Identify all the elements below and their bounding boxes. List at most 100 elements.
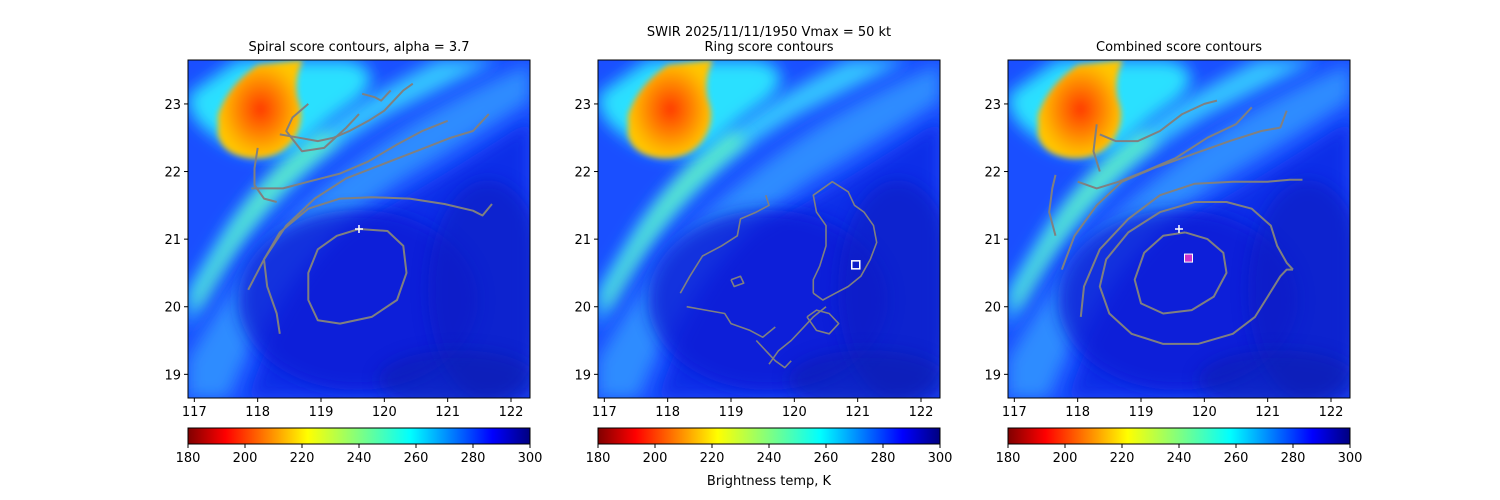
colorbar-label: Brightness temp, K [707, 474, 832, 489]
score-contour [1099, 99, 1218, 143]
score-contour [361, 89, 392, 102]
score-contour [285, 103, 360, 153]
x-tick-label: 119 [719, 405, 744, 420]
satellite-field [188, 60, 548, 410]
brightness-temp-image [188, 60, 548, 410]
colorbar-tick-label: 280 [1281, 451, 1306, 466]
colorbar-tick-label: 180 [586, 451, 611, 466]
score-contour [247, 113, 490, 291]
colorbar-tick-label: 280 [871, 451, 896, 466]
y-tick-label: 19 [574, 368, 591, 383]
score-contour [806, 309, 840, 335]
x-tick-label: 117 [592, 405, 617, 420]
colorbar-tick-label: 260 [1224, 451, 1249, 466]
colorbar-tick-label: 220 [700, 451, 725, 466]
first-guess-marker [355, 225, 363, 233]
y-tick-label: 21 [574, 233, 591, 248]
colorbar-tick-label: 220 [1110, 451, 1135, 466]
x-tick-label: 117 [1002, 405, 1027, 420]
satellite-field [598, 60, 958, 410]
x-tick-label: 119 [309, 405, 334, 420]
panel-2: Ring score contours 117 118 119 120 121 122 19 2… [574, 40, 958, 466]
y-tick-label: 22 [984, 166, 1001, 181]
colorbar-tick-label: 240 [757, 451, 782, 466]
score-contour [686, 305, 776, 338]
x-tick-label: 120 [782, 405, 807, 420]
colorbar-tick-label: 300 [928, 451, 953, 466]
y-tick-label: 19 [164, 368, 181, 383]
colorbar-tick-label: 180 [996, 451, 1021, 466]
colorbar-tick-label: 200 [233, 451, 258, 466]
panel-title: Combined score contours [1096, 40, 1262, 55]
x-tick-label: 122 [909, 405, 934, 420]
score-contour [251, 119, 449, 190]
colorbar-tick-label: 300 [1338, 451, 1363, 466]
x-tick-label: 117 [182, 405, 207, 420]
brightness-temp-image [598, 60, 958, 410]
x-tick-label: 121 [435, 405, 460, 420]
panel-1: Spiral score contours, alpha = 3.7 117 118… [164, 40, 548, 466]
colorbar [597, 427, 941, 445]
colorbar [1007, 427, 1351, 445]
panel-title: Spiral score contours, alpha = 3.7 [248, 40, 469, 55]
x-tick-label: 119 [1129, 405, 1154, 420]
score-contour [1092, 124, 1101, 172]
y-tick-label: 22 [574, 166, 591, 181]
colorbar-tick-label: 240 [347, 451, 372, 466]
colorbar [187, 427, 531, 445]
x-tick-label: 122 [1319, 405, 1344, 420]
score-contour [812, 180, 878, 301]
x-tick-label: 120 [372, 405, 397, 420]
axes-frame [597, 59, 941, 399]
y-tick-label: 23 [164, 98, 181, 113]
figure-suptitle: SWIR 2025/11/11/1950 Vmax = 50 kt [647, 25, 891, 40]
colorbar-tick-label: 240 [1167, 451, 1192, 466]
score-contour [1060, 110, 1288, 270]
y-tick-label: 21 [164, 233, 181, 248]
axes-frame [1007, 59, 1351, 399]
score-contour [768, 306, 827, 365]
combined-center-marker [1184, 253, 1193, 263]
y-tick-label: 23 [984, 98, 1001, 113]
y-tick-label: 21 [984, 233, 1001, 248]
colorbar-tick-label: 220 [290, 451, 315, 466]
x-tick-label: 118 [1065, 405, 1090, 420]
score-contour [1048, 174, 1057, 237]
score-contour [263, 196, 493, 334]
colorbar-tick-label: 260 [814, 451, 839, 466]
score-contour [1098, 201, 1294, 345]
score-contour [1133, 231, 1228, 315]
ring-center-marker [851, 260, 861, 270]
panel-3: Combined score contours 117 118 119 120 121 12… [984, 40, 1368, 466]
first-guess-marker [1175, 225, 1183, 233]
score-contour [1077, 106, 1253, 190]
y-tick-label: 20 [574, 301, 591, 316]
brightness-temp-image [1008, 60, 1368, 410]
x-tick-label: 122 [499, 405, 524, 420]
x-tick-label: 120 [1192, 405, 1217, 420]
x-tick-label: 121 [1255, 405, 1280, 420]
colorbar-tick-label: 280 [461, 451, 486, 466]
y-tick-label: 20 [164, 301, 181, 316]
y-tick-label: 19 [984, 368, 1001, 383]
score-contour [279, 82, 414, 143]
y-tick-label: 20 [984, 301, 1001, 316]
score-contour [307, 228, 408, 325]
x-tick-label: 118 [655, 405, 680, 420]
colorbar-tick-label: 260 [404, 451, 429, 466]
axes-frame [187, 59, 531, 399]
colorbar-tick-label: 300 [518, 451, 543, 466]
colorbar-tick-label: 180 [176, 451, 201, 466]
score-contour [679, 194, 770, 294]
y-tick-label: 23 [574, 98, 591, 113]
score-contour [755, 339, 792, 369]
x-tick-label: 118 [245, 405, 270, 420]
y-tick-label: 22 [164, 166, 181, 181]
panel-title: Ring score contours [704, 40, 833, 55]
x-tick-label: 121 [845, 405, 870, 420]
panels: Spiral score contours, alpha = 3.7 117 118… [164, 40, 1368, 466]
score-contour [730, 275, 745, 288]
colorbar-tick-label: 200 [643, 451, 668, 466]
score-contour [1079, 178, 1303, 318]
